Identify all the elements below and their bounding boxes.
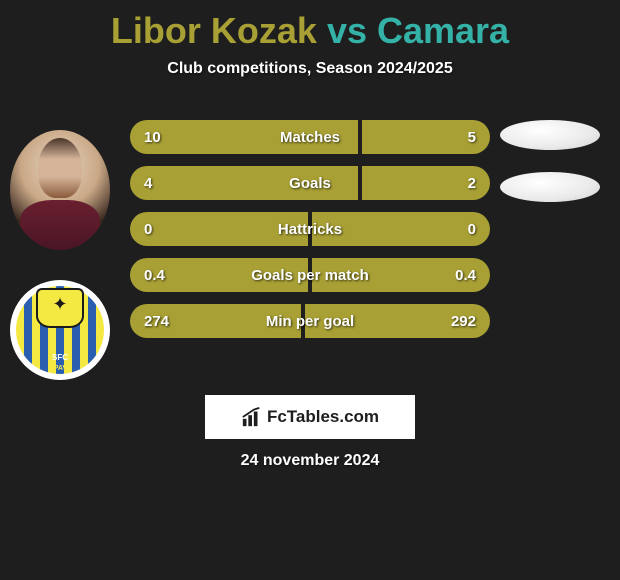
title-player1: Libor Kozak — [111, 10, 317, 51]
stat-value-right: 292 — [451, 313, 476, 330]
stat-value-right: 2 — [468, 175, 476, 192]
stat-label: Min per goal — [266, 313, 354, 330]
title-vs: vs — [327, 10, 367, 51]
stat-label: Hattricks — [278, 221, 342, 238]
stat-value-left: 4 — [144, 175, 152, 192]
stat-value-left: 0 — [144, 221, 152, 238]
watermark: FcTables.com — [205, 395, 415, 439]
subtitle: Club competitions, Season 2024/2025 — [0, 60, 620, 78]
stat-row: 274 292 Min per goal — [130, 304, 490, 338]
stat-row: 0.4 0.4 Goals per match — [130, 258, 490, 292]
player2-avatar-placeholder — [500, 120, 600, 150]
page-title: Libor Kozak vs Camara — [0, 0, 620, 52]
stat-value-left: 274 — [144, 313, 169, 330]
left-column: ✦ SFC OPAVA — [10, 130, 110, 380]
watermark-text: FcTables.com — [267, 407, 379, 427]
stat-value-left: 10 — [144, 129, 161, 146]
stat-value-left: 0.4 — [144, 267, 165, 284]
club-badge: ✦ SFC OPAVA — [10, 280, 110, 380]
title-player2: Camara — [377, 10, 509, 51]
date-text: 24 november 2024 — [0, 452, 620, 470]
eagle-icon: ✦ — [52, 294, 67, 315]
stat-row: 10 5 Matches — [130, 120, 490, 154]
stats-area: 10 5 Matches 4 2 Goals 0 0 Hattricks 0.4 0.4 Goals … — [130, 120, 490, 350]
stat-label: Goals per match — [251, 267, 369, 284]
stat-row: 4 2 Goals — [130, 166, 490, 200]
badge-text-line2: OPAVA — [10, 365, 110, 372]
stat-value-right: 0.4 — [455, 267, 476, 284]
stat-label: Matches — [280, 129, 340, 146]
stat-value-right: 0 — [468, 221, 476, 238]
player2-badge-placeholder — [500, 172, 600, 202]
chart-icon — [241, 406, 263, 428]
player-avatar — [10, 130, 110, 250]
right-column — [500, 120, 600, 224]
stat-label: Goals — [289, 175, 331, 192]
stat-value-right: 5 — [468, 129, 476, 146]
badge-text-line1: SFC — [10, 353, 110, 362]
stat-row: 0 0 Hattricks — [130, 212, 490, 246]
